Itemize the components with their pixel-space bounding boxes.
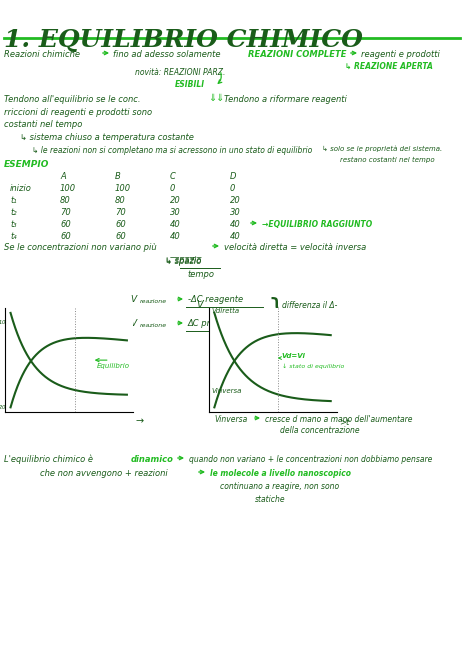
Text: fino ad adesso solamente: fino ad adesso solamente [113, 50, 220, 59]
Text: A: A [60, 172, 66, 181]
Text: ↳ ̅s̅p̅a̅z̅i̅o̅: ↳ ̅s̅p̅a̅z̅i̅o̅ [165, 257, 201, 266]
Text: tempo: tempo [187, 270, 214, 279]
Text: 20: 20 [170, 196, 181, 205]
Text: 40: 40 [170, 220, 181, 229]
Text: i reagenti si trasformano in: i reagenti si trasformano in [212, 368, 316, 377]
Text: 1. EQUILIBRIO CHIMICO: 1. EQUILIBRIO CHIMICO [4, 28, 363, 52]
Text: 30: 30 [230, 208, 241, 217]
Text: 40: 40 [170, 232, 181, 241]
Text: della concentrazione: della concentrazione [280, 426, 360, 435]
Text: L'equilibrio chimico è: L'equilibrio chimico è [4, 455, 93, 464]
Text: >t: >t [339, 417, 349, 427]
Text: ESEMPIO: ESEMPIO [4, 160, 49, 169]
Text: ↳ sistema chiuso a temperatura costante: ↳ sistema chiuso a temperatura costante [20, 133, 194, 142]
Text: 40: 40 [230, 232, 241, 241]
Text: novità: REAZIONI PARZ.: novità: REAZIONI PARZ. [135, 68, 225, 77]
Text: t₃: t₃ [10, 220, 17, 229]
Text: 80: 80 [115, 196, 126, 205]
Text: 60: 60 [60, 220, 71, 229]
Text: ↳ REAZIONE APERTA: ↳ REAZIONE APERTA [345, 62, 433, 71]
Text: dinamico: dinamico [131, 455, 174, 464]
Text: restano costanti nel tempo: restano costanti nel tempo [340, 157, 435, 163]
Text: Reazioni chimiche: Reazioni chimiche [4, 50, 80, 59]
Text: le molecole a livello nanoscopico: le molecole a livello nanoscopico [210, 469, 351, 478]
Text: 70: 70 [60, 208, 71, 217]
Text: che non avvengono + reazioni: che non avvengono + reazioni [40, 469, 168, 478]
Text: reazione: reazione [140, 323, 167, 328]
Text: -ΔC reagente: -ΔC reagente [188, 295, 243, 304]
Text: ΔC prodoso: ΔC prodoso [188, 319, 236, 328]
Text: }: } [268, 297, 286, 325]
Text: ↓ stato di equilibrio: ↓ stato di equilibrio [282, 364, 344, 369]
Text: REAZIONI COMPLETE: REAZIONI COMPLETE [248, 50, 346, 59]
Text: 40: 40 [230, 220, 241, 229]
Text: Tendono all'equilibrio se le conc.: Tendono all'equilibrio se le conc. [4, 95, 140, 104]
Text: →EQUILIBRIO RAGGIUNTO: →EQUILIBRIO RAGGIUNTO [262, 220, 372, 229]
Text: B: B [115, 172, 121, 181]
Text: V: V [130, 319, 136, 328]
Text: Se le concentrazioni non variano più: Se le concentrazioni non variano più [4, 243, 156, 252]
Text: 60: 60 [115, 232, 126, 241]
Text: ⇓⇓: ⇓⇓ [208, 93, 224, 103]
Text: 100: 100 [60, 184, 76, 193]
Text: quando non variano + le concentrazioni non dobbiamo pensare: quando non variano + le concentrazioni n… [189, 455, 432, 464]
Text: c₁₀: c₁₀ [0, 316, 6, 326]
Text: 80: 80 [60, 196, 71, 205]
Text: 60: 60 [115, 220, 126, 229]
Text: 0: 0 [170, 184, 175, 193]
Text: c₂₀: c₂₀ [0, 402, 6, 411]
Text: t₁: t₁ [10, 196, 17, 205]
Text: cresce d mano a mano dell'aumentare: cresce d mano a mano dell'aumentare [265, 415, 412, 424]
Text: rriccioni di reagenti e prodotti sono: rriccioni di reagenti e prodotti sono [4, 108, 152, 117]
Text: Vinversa: Vinversa [214, 415, 247, 424]
Text: 60: 60 [60, 232, 71, 241]
Text: ↳ solo se le proprietà del sistema.: ↳ solo se le proprietà del sistema. [322, 146, 442, 153]
Text: 30: 30 [170, 208, 181, 217]
Text: t: t [220, 333, 223, 342]
Text: costanti nel tempo: costanti nel tempo [4, 120, 82, 129]
Text: diminuisce d mano a mano che: diminuisce d mano a mano che [212, 358, 332, 367]
Text: 70: 70 [115, 208, 126, 217]
Text: 20: 20 [230, 196, 241, 205]
Text: →: → [135, 417, 144, 427]
Text: C: C [170, 172, 176, 181]
Text: reagenti e prodotti: reagenti e prodotti [361, 50, 440, 59]
Text: t: t [220, 309, 223, 318]
Text: 100: 100 [115, 184, 131, 193]
Text: Vd=Vi: Vd=Vi [282, 353, 305, 359]
Text: 0: 0 [230, 184, 236, 193]
Text: t₂: t₂ [10, 208, 17, 217]
Text: Vinversa: Vinversa [211, 389, 241, 395]
Text: inizio: inizio [10, 184, 32, 193]
Text: t₄: t₄ [10, 232, 17, 241]
Text: V: V [130, 295, 136, 304]
Text: prodotti: prodotti [212, 378, 242, 387]
Text: Vdiretta: Vdiretta [211, 308, 239, 314]
Text: statiche: statiche [255, 495, 286, 504]
Text: ESIBILI: ESIBILI [175, 80, 205, 89]
Text: Tendono a riformare reagenti: Tendono a riformare reagenti [224, 95, 347, 104]
Text: V: V [196, 300, 202, 310]
Text: differenza il Δ-: differenza il Δ- [282, 301, 337, 310]
Text: ↳ spazio: ↳ spazio [165, 256, 201, 265]
Text: ↳ le reazioni non si completano ma si acressono in uno stato di equilibrio: ↳ le reazioni non si completano ma si ac… [32, 146, 312, 155]
Text: continuano a reagire, non sono: continuano a reagire, non sono [220, 482, 339, 491]
Text: velocità diretta = velocità inversa: velocità diretta = velocità inversa [224, 243, 366, 252]
Text: reazione: reazione [140, 299, 167, 304]
Text: D: D [230, 172, 237, 181]
Text: Equilibrio: Equilibrio [97, 363, 130, 369]
